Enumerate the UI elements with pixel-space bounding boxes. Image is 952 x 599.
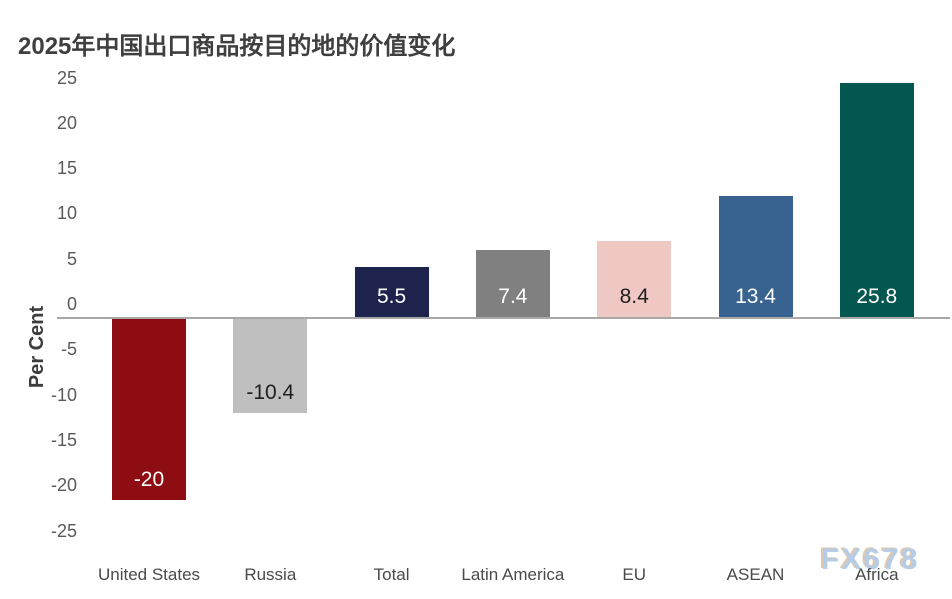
y-tick-label: 5 [66,248,77,269]
bar-latin-america: 7.4 [475,249,550,317]
y-tick-label: 10 [56,203,77,224]
bar-value-label: 25.8 [856,284,898,308]
y-tick-label: -25 [50,520,77,541]
x-category-label: EU [622,565,646,584]
bar-united-states: -20 [112,319,186,501]
fx678-watermark: FX678 [821,543,920,576]
y-tick-label: -5 [60,339,77,360]
x-category-label: United States [97,565,201,584]
y-tick-label: 25 [56,67,77,88]
bar-russia: -10.4 [233,319,308,414]
y-tick-label: -20 [50,475,77,496]
bar-africa: 25.8 [839,83,914,317]
bar-value-label: 13.4 [735,284,776,308]
x-category-label: Russia [244,565,297,584]
bar-asean: 13.4 [718,195,793,317]
y-tick-label: 0 [66,294,77,314]
chart-title: 2025年中国出口商品按目的地的价值变化 [18,33,456,60]
bar-value-label: -20 [133,468,165,492]
bar-value-label: 5.5 [376,284,407,308]
bar-value-label: 7.4 [498,284,528,308]
x-category-label: Total [373,565,410,584]
y-tick-label: -15 [50,429,77,450]
y-tick-label: -10 [50,384,77,405]
bar-eu: 8.4 [597,240,672,317]
bar-total: 5.5 [354,267,429,317]
bar-value-label: 8.4 [619,284,649,308]
y-tick-label: 15 [56,158,77,179]
x-axis-line [57,317,950,319]
x-category-label: Africa [855,565,899,584]
bar-value-label: -10.4 [246,381,295,405]
x-category-label: Latin America [461,565,565,584]
x-category-label: ASEAN [726,565,785,584]
y-tick-label: 20 [56,112,77,133]
